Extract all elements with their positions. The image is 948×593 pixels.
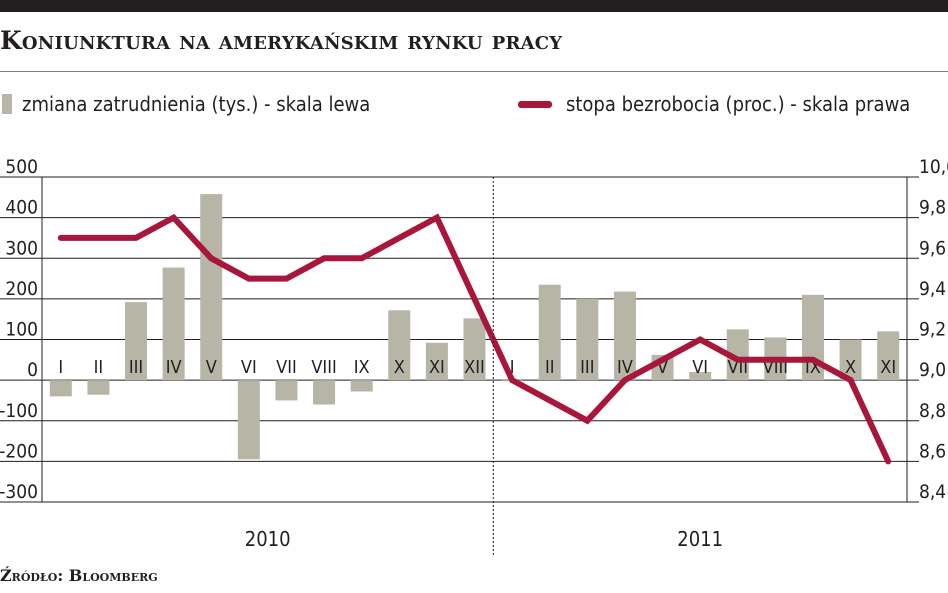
year-label: 2011 [677, 527, 723, 551]
source-note: Źródło: Bloomberg [0, 566, 158, 585]
bar [726, 329, 749, 381]
category-label: X [845, 357, 856, 378]
bar [689, 372, 712, 381]
y-right-tick-label: 10,0 [919, 156, 948, 178]
category-labels: I II III IV V VI VII VIII IX X XI XII I II III IV V VI VII… [58, 357, 896, 378]
category-label: IV [617, 357, 633, 378]
y-left-tick-label: -100 [0, 400, 38, 422]
category-label: VIII [311, 357, 336, 378]
y-right-tick-label: 9,0 [919, 359, 946, 381]
category-label: III [580, 357, 594, 378]
legend-bar-swatch [2, 94, 12, 114]
y-right-tick-label: 8,6 [919, 440, 946, 462]
bar [613, 291, 636, 381]
legend-item-line: stopa bezrobocia (proc.) - skala prawa [518, 92, 910, 116]
category-label: II [94, 357, 104, 378]
bar [576, 298, 599, 381]
y-right-tick-label: 8,8 [919, 400, 946, 422]
bar [237, 380, 260, 460]
y-left-tick-label: 400 [5, 197, 38, 219]
category-label: VI [692, 357, 708, 378]
bar [839, 339, 862, 381]
legend-line-label: stopa bezrobocia (proc.) - skala prawa [566, 92, 911, 116]
category-label: I [58, 357, 63, 378]
bar [87, 380, 110, 395]
bar [350, 380, 373, 392]
y-right-tick-label: 9,2 [919, 319, 946, 341]
bar-series [49, 194, 900, 460]
bar [313, 380, 336, 405]
legend-bar-label: zmiana zatrudnienia (tys.) - skala lewa [22, 92, 371, 116]
title-divider [0, 71, 948, 72]
bar [49, 380, 72, 397]
bar [200, 194, 223, 381]
bar [538, 284, 561, 381]
y-right-tick-label: 9,6 [919, 237, 946, 259]
category-label: XI [880, 357, 896, 378]
bar [463, 318, 486, 381]
bar [877, 331, 900, 381]
category-label: XII [464, 357, 485, 378]
bar [162, 267, 185, 381]
unemployment-line [57, 213, 892, 465]
y-left-tick-label: 0 [27, 359, 38, 381]
category-label: XI [429, 357, 445, 378]
category-label: I [510, 357, 515, 378]
line-series [57, 213, 892, 465]
category-label: V [657, 357, 668, 378]
category-label: II [545, 357, 555, 378]
bar [275, 380, 298, 401]
category-label: IV [166, 357, 182, 378]
category-label: V [206, 357, 217, 378]
legend-item-bars: zmiana zatrudnienia (tys.) - skala lewa [2, 92, 370, 116]
y-left-tick-label: 200 [5, 278, 38, 300]
y-right-tick-label: 8,4 [919, 481, 946, 503]
top-bar [0, 0, 948, 12]
category-label: IX [354, 357, 370, 378]
y-left-tick-label: 300 [5, 237, 38, 259]
y-left-tick-label: -300 [0, 481, 38, 503]
y-left-tick-label: 100 [5, 319, 38, 341]
bar [388, 310, 411, 381]
legend-line-swatch [518, 100, 552, 108]
bar [125, 302, 148, 381]
bar [425, 342, 448, 381]
y-right-tick-label: 9,8 [919, 197, 946, 219]
y-right-tick-label: 9,4 [919, 278, 946, 300]
y-left-tick-label: 500 [5, 156, 38, 178]
chart-title: Koniunktura na amerykańskim rynku pracy [0, 26, 563, 55]
category-label: VII [276, 357, 297, 378]
year-label: 2010 [245, 527, 291, 551]
category-label: VI [241, 357, 257, 378]
category-label: X [394, 357, 405, 378]
y-left-tick-label: -200 [0, 440, 38, 462]
category-label: III [129, 357, 143, 378]
axes: 500 400 300 200 100 0 -100 -200 -300 10,0 9,8 9,6 9,… [0, 156, 948, 556]
